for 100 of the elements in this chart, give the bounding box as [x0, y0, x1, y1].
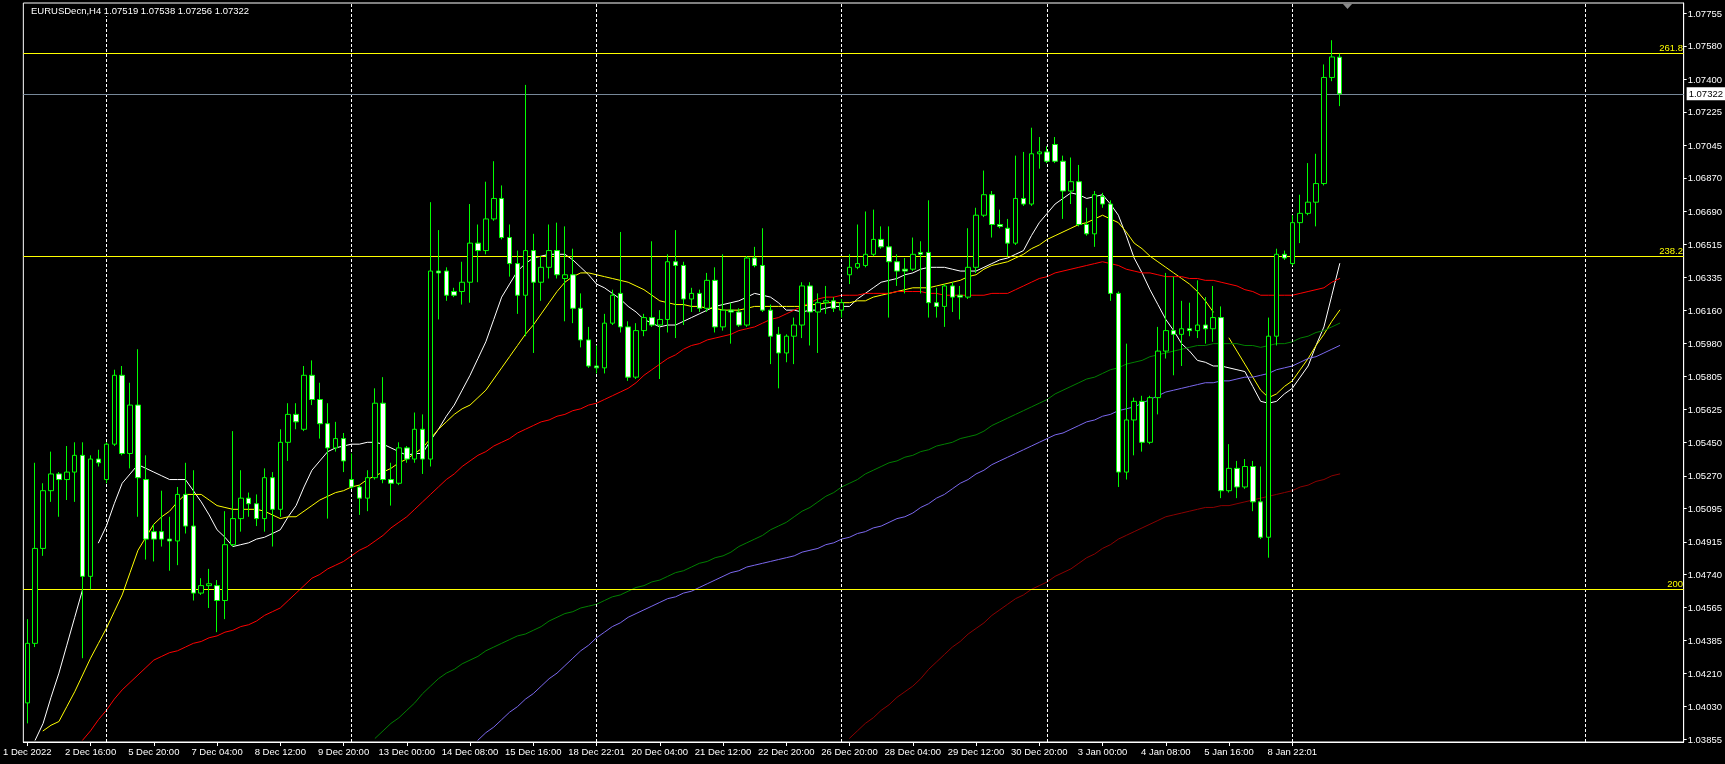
- candlestick: [1290, 214, 1295, 266]
- candlestick: [1155, 326, 1161, 415]
- y-tick-label: 1.07580: [1687, 40, 1722, 52]
- candlestick: [602, 313, 607, 374]
- candlestick: [80, 441, 85, 659]
- y-tick-label: 1.06160: [1687, 304, 1722, 316]
- candlestick: [72, 441, 77, 503]
- candlestick: [847, 253, 852, 285]
- candlestick: [183, 462, 188, 535]
- candlestick: [760, 227, 765, 313]
- candlestick: [1116, 291, 1121, 488]
- x-tick-label: 14 Dec 08:00: [441, 745, 499, 757]
- candlestick: [784, 333, 789, 363]
- candlestick: [467, 203, 473, 304]
- candlestick: [1005, 218, 1010, 257]
- candlestick: [1131, 397, 1137, 456]
- candlestick: [1337, 53, 1342, 107]
- candlestick: [1108, 199, 1113, 302]
- y-tick-label: 1.06515: [1687, 238, 1722, 250]
- candlestick: [420, 413, 425, 475]
- x-tick-label: 20 Dec 04:00: [631, 745, 689, 757]
- candlestick: [657, 309, 663, 380]
- x-tick-label: 9 Dec 20:00: [317, 745, 370, 757]
- candlestick: [807, 281, 813, 347]
- candlestick: [554, 222, 560, 279]
- x-tick-label: 5 Jan 16:00: [1204, 745, 1254, 757]
- candlestick: [673, 229, 678, 339]
- candlestick: [293, 402, 299, 430]
- candlestick: [1147, 395, 1153, 445]
- candlestick: [1084, 207, 1089, 237]
- candlestick: [317, 382, 323, 440]
- candlestick: [839, 298, 844, 319]
- candlestick: [412, 412, 417, 464]
- candlestick: [1021, 151, 1026, 207]
- candlestick: [1052, 136, 1058, 164]
- candlestick: [641, 313, 647, 337]
- candlestick: [436, 229, 441, 320]
- candlestick: [586, 326, 591, 369]
- y-tick-label: 1.05270: [1687, 470, 1722, 482]
- candlestick: [926, 199, 931, 319]
- candlestick: [1282, 250, 1287, 261]
- y-tick-label: 1.05980: [1687, 338, 1722, 350]
- x-tick-label: 18 Dec 22:01: [568, 745, 625, 757]
- y-tick-label: 1.05450: [1687, 436, 1722, 448]
- candlestick: [1297, 194, 1303, 244]
- candlestick: [886, 225, 892, 319]
- candlestick: [523, 84, 528, 337]
- candlestick: [309, 359, 315, 406]
- x-tick-label: 22 Dec 20:00: [758, 745, 815, 757]
- x-tick-label: 1 Dec 2022: [2, 745, 52, 757]
- x-tick-label: 5 Dec 20:00: [128, 745, 180, 757]
- candlestick: [388, 462, 394, 507]
- candlestick: [301, 365, 307, 432]
- y-tick-label: 1.06870: [1687, 172, 1722, 184]
- chart-title: EURUSDecn,H4 1.07519 1.07538 1.07256 1.07322: [31, 4, 250, 16]
- candlestick: [1203, 296, 1208, 345]
- candlestick: [1013, 155, 1018, 246]
- candlestick: [254, 493, 259, 527]
- y-tick-label: 1.04915: [1687, 536, 1722, 548]
- candlestick: [618, 231, 623, 333]
- candlestick: [270, 471, 275, 548]
- candlestick: [159, 490, 164, 548]
- candlestick: [127, 382, 133, 469]
- annotation: 261.8: [1659, 41, 1683, 53]
- y-tick-label: 1.06690: [1687, 205, 1722, 217]
- candlestick: [341, 432, 346, 473]
- candlestick: [981, 170, 987, 218]
- candlestick: [1250, 460, 1256, 512]
- x-tick-label: 26 Dec 20:00: [821, 745, 878, 757]
- candlestick: [198, 577, 204, 596]
- candlestick: [855, 224, 860, 270]
- y-tick-label: 1.04385: [1687, 635, 1722, 647]
- candlestick: [578, 292, 583, 348]
- candlestick: [56, 471, 62, 518]
- x-tick-label: 28 Dec 04:00: [884, 745, 942, 757]
- candlestick: [965, 227, 971, 300]
- candlestick: [712, 266, 718, 333]
- candlestick: [1258, 466, 1263, 540]
- candlestick: [681, 261, 686, 326]
- candlestick: [88, 454, 93, 590]
- candlestick: [491, 160, 497, 222]
- candlestick: [1163, 272, 1169, 360]
- candlestick: [372, 387, 378, 481]
- candlestick: [894, 253, 900, 287]
- candlestick: [444, 266, 449, 302]
- candlestick: [40, 482, 46, 557]
- candlestick: [910, 237, 916, 272]
- candlestick: [831, 296, 836, 313]
- candlestick: [752, 246, 757, 268]
- candlestick: [720, 253, 726, 332]
- candlestick: [1218, 305, 1224, 499]
- candlestick: [25, 618, 30, 724]
- candlestick: [531, 233, 536, 354]
- candlestick: [380, 376, 386, 484]
- candlestick: [175, 486, 180, 566]
- y-tick-label: 1.04565: [1687, 601, 1722, 613]
- x-tick-label: 7 Dec 04:00: [191, 745, 243, 757]
- candlestick: [230, 430, 236, 548]
- candlestick: [1092, 190, 1097, 248]
- candlestick: [704, 272, 710, 313]
